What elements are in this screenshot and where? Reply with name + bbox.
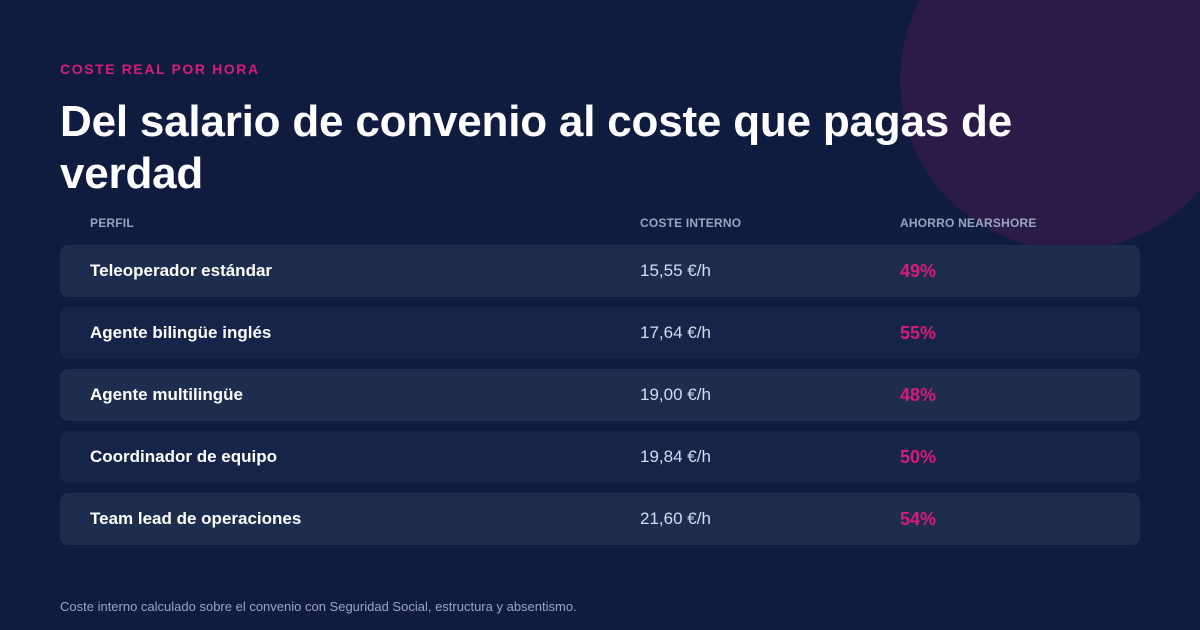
column-header-profile: PERFIL (90, 216, 134, 230)
internal-cost-cell: 19,00 €/h (640, 385, 711, 404)
internal-cost-cell: 19,84 €/h (640, 447, 711, 466)
nearshore-saving-cell: 50% (900, 447, 937, 467)
profile-cell: Team lead de operaciones (90, 509, 302, 528)
table-header: PERFIL COSTE INTERNO AHORRO NEARSHORE (60, 214, 1140, 232)
nearshore-saving-cell: 49% (900, 261, 937, 281)
profile-cell: Teleoperador estándar (90, 261, 273, 280)
column-header-nearshore-saving: AHORRO NEARSHORE (900, 216, 1037, 230)
column-header-internal-cost: COSTE INTERNO (640, 216, 742, 230)
internal-cost-cell: 15,55 €/h (640, 261, 711, 280)
page-title: Del salario de convenio al coste que pag… (60, 97, 1012, 198)
table-body: Teleoperador estándar 15,55 €/h 49% Agen… (60, 245, 1140, 555)
nearshore-saving-cell: 54% (900, 509, 937, 529)
table-row: Teleoperador estándar 15,55 €/h 49% (60, 245, 1140, 297)
profile-cell: Coordinador de equipo (90, 447, 277, 466)
nearshore-saving-cell: 48% (900, 385, 937, 405)
table-row: Team lead de operaciones 21,60 €/h 54% (60, 493, 1140, 545)
nearshore-saving-cell: 55% (900, 323, 937, 343)
profile-cell: Agente bilingüe inglés (90, 323, 272, 342)
table-row: Coordinador de equipo 19,84 €/h 50% (60, 431, 1140, 483)
profile-cell: Agente multilingüe (90, 385, 243, 404)
table-row: Agente multilingüe 19,00 €/h 48% (60, 369, 1140, 421)
table-row: Agente bilingüe inglés 17,64 €/h 55% (60, 307, 1140, 359)
internal-cost-cell: 17,64 €/h (640, 323, 711, 342)
footnote: Coste interno calculado sobre el conveni… (60, 599, 577, 614)
internal-cost-cell: 21,60 €/h (640, 509, 711, 528)
section-eyebrow: COSTE REAL POR HORA (60, 61, 260, 77)
